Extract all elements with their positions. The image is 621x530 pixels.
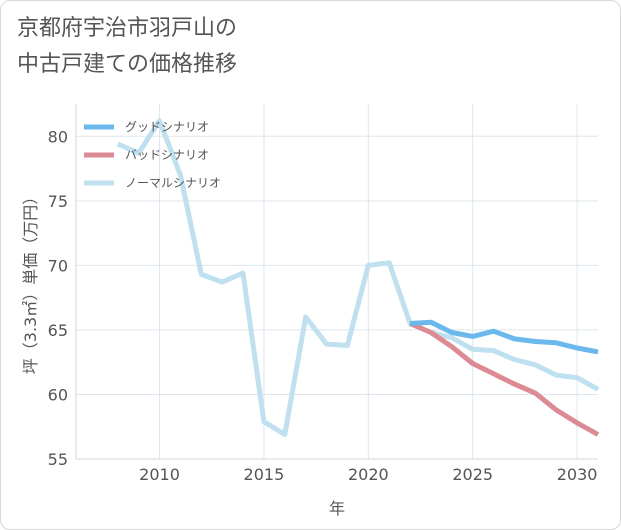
series-lines bbox=[116, 118, 600, 437]
y-tick-label: 80 bbox=[48, 127, 68, 146]
x-tick-label: 2015 bbox=[244, 465, 285, 484]
legend-label-3: ノーマルシナリオ bbox=[125, 176, 221, 190]
x-tick-label: 2010 bbox=[139, 465, 180, 484]
x-tick-label: 2030 bbox=[557, 465, 598, 484]
tick-labels: 55 60 65 70 75 80 2010 2015 2020 2025 2030 bbox=[48, 127, 598, 484]
y-tick-label: 60 bbox=[48, 385, 68, 404]
x-axis-label: 年 bbox=[329, 499, 345, 518]
series-line-2 bbox=[409, 321, 600, 437]
y-tick-label: 70 bbox=[48, 256, 68, 275]
series-line-3 bbox=[116, 118, 600, 437]
chart-title: 京都府宇治市羽戸山の 中古戸建ての価格推移 bbox=[17, 16, 238, 77]
y-tick-label: 65 bbox=[48, 321, 68, 340]
y-tick-label: 55 bbox=[48, 450, 68, 469]
x-tick-label: 2020 bbox=[348, 465, 389, 484]
y-axis-label: 坪（3.3㎡）単価（万円） bbox=[21, 189, 40, 374]
axes bbox=[75, 104, 598, 460]
series-line-1 bbox=[409, 319, 599, 355]
legend-label-1: グッドシナリオ bbox=[125, 120, 209, 134]
x-tick-label: 2025 bbox=[452, 465, 493, 484]
y-tick-label: 75 bbox=[48, 192, 68, 211]
legend-label-2: バッドシナリオ bbox=[125, 148, 209, 162]
